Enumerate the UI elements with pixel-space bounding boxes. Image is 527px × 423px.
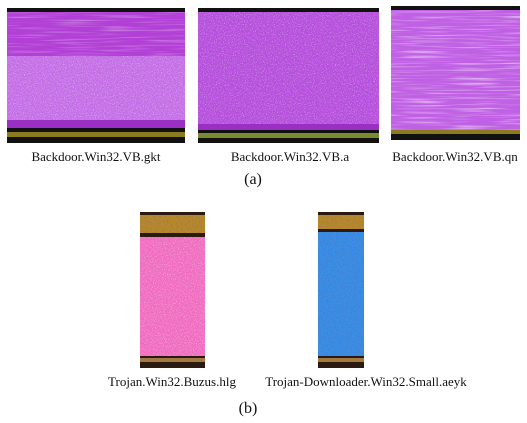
malware-image <box>7 8 185 143</box>
panel-label: (a) <box>244 171 262 188</box>
caption: Backdoor.Win32.VB.qn <box>392 149 518 164</box>
malware-image <box>140 212 205 368</box>
malware-image <box>391 6 520 140</box>
caption: Trojan.Win32.Buzus.hlg <box>108 374 236 389</box>
malware-image <box>318 212 364 368</box>
caption: Backdoor.Win32.VB.gkt <box>31 149 160 164</box>
panel-label: (b) <box>239 400 258 417</box>
caption: Backdoor.Win32.VB.a <box>231 149 349 164</box>
malware-image <box>198 8 379 143</box>
caption: Trojan-Downloader.Win32.Small.aeyk <box>265 374 467 389</box>
